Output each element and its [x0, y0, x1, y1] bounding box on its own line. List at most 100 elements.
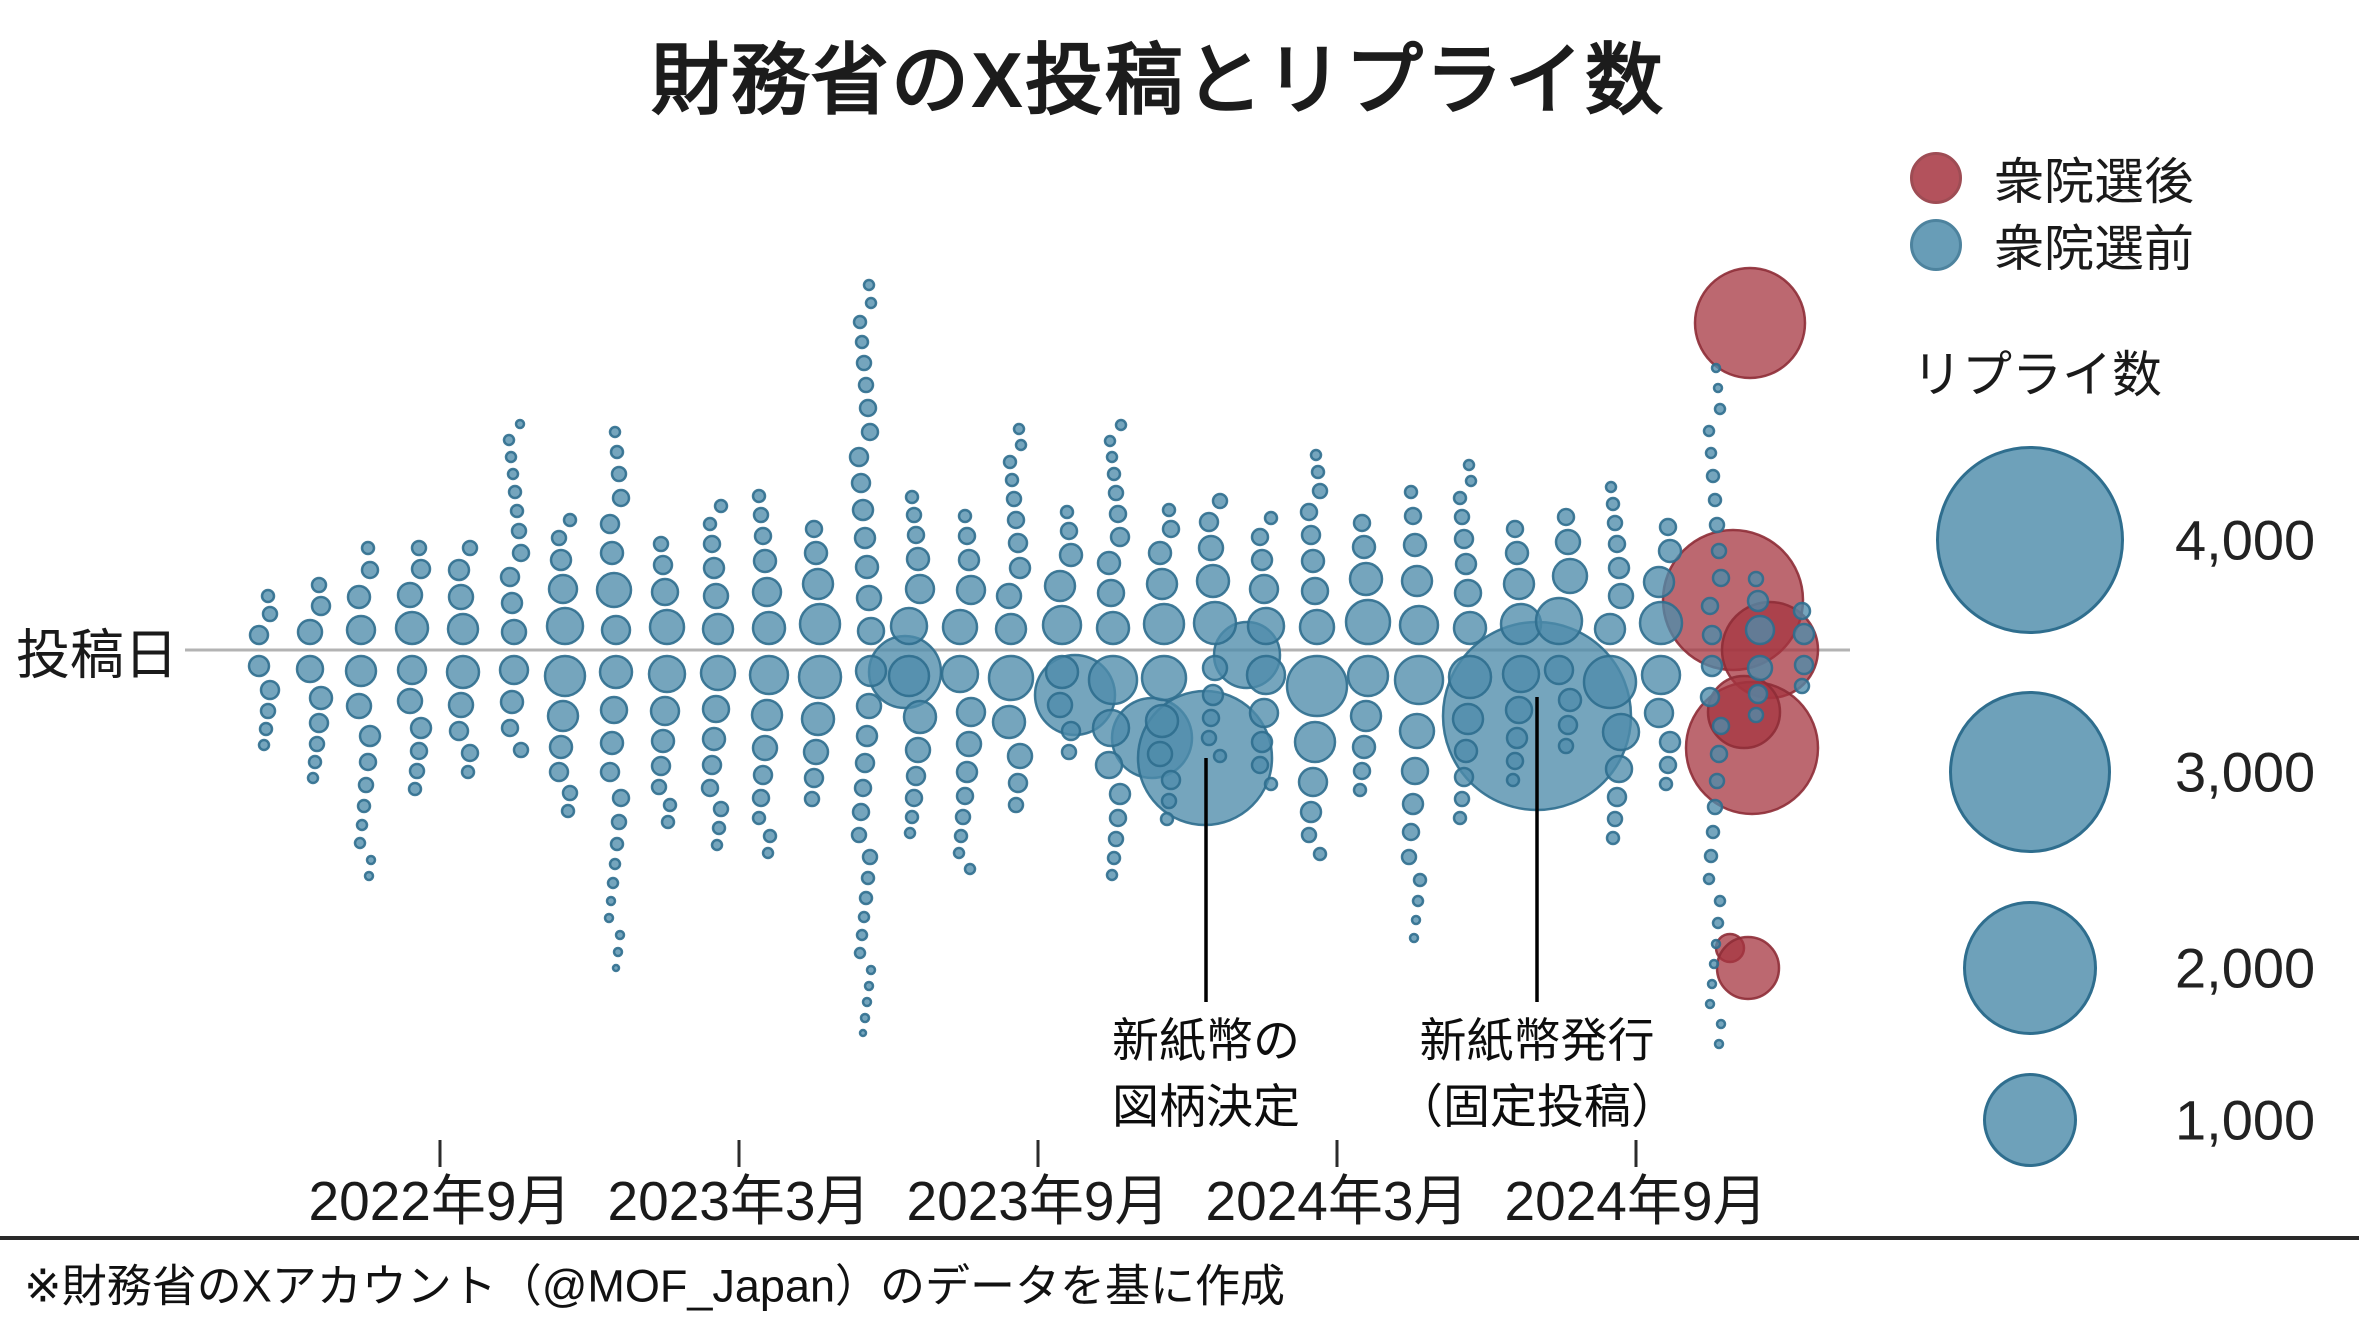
pre-election-bubble	[1105, 450, 1119, 464]
pre-election-bubble	[1400, 564, 1434, 598]
pre-election-bubble	[857, 910, 871, 924]
pre-election-bubble	[358, 724, 382, 748]
pre-election-bubble	[711, 820, 727, 836]
pre-election-bubble	[963, 862, 977, 876]
pre-election-bubble	[1412, 872, 1428, 888]
pre-election-bubble	[500, 591, 524, 615]
pre-election-bubble	[611, 488, 631, 508]
pre-election-bubble	[701, 612, 735, 646]
pre-election-bubble	[1107, 830, 1125, 848]
pre-election-bubble	[904, 489, 920, 505]
pre-election-bubble	[1606, 810, 1624, 828]
pre-election-bubble	[1146, 740, 1174, 768]
pre-election-bubble	[1710, 938, 1722, 950]
pre-election-bubble	[1351, 734, 1377, 760]
pre-election-bubble	[1504, 695, 1534, 725]
pre-election-bubble	[1114, 418, 1128, 432]
pre-election-bubble	[1105, 868, 1119, 882]
pre-election-bubble	[848, 446, 870, 468]
x-tick-label: 2024年9月	[1504, 1170, 1768, 1232]
pre-election-bubble	[1601, 712, 1641, 752]
pre-election-bubble	[1351, 534, 1377, 560]
pre-election-bubble	[1747, 683, 1769, 705]
pre-election-bubble	[358, 752, 378, 772]
pre-election-bubble	[345, 692, 373, 720]
pre-election-bubble	[1408, 932, 1420, 944]
pre-election-bubble	[612, 946, 624, 958]
pre-election-bubble	[889, 606, 929, 646]
pre-election-bubble	[905, 546, 931, 572]
pre-election-bubble	[511, 543, 531, 563]
annotation-label-2: 新紙幣発行 （固定投稿）	[1396, 1008, 1678, 1140]
pre-election-bubble	[862, 278, 876, 292]
pre-election-bubble	[1451, 702, 1485, 736]
pre-election-bubble	[307, 754, 323, 770]
pre-election-bubble	[902, 699, 938, 735]
x-tick-label: 2023年3月	[607, 1170, 871, 1232]
size-legend-value-3000: 3,000	[2175, 740, 2316, 804]
pre-election-bubble	[861, 848, 879, 866]
annotation-label-line: （固定投稿）	[1396, 1079, 1678, 1133]
size-legend-value-4000: 4,000	[2175, 508, 2316, 572]
pre-election-bubble	[803, 790, 821, 808]
pre-election-bubble	[1348, 561, 1384, 597]
pre-election-bubble	[1159, 811, 1175, 827]
pre-election-bubble	[751, 576, 783, 608]
pre-election-bubble	[864, 296, 878, 310]
pre-election-bubble	[650, 755, 672, 777]
pre-election-bubble	[854, 752, 876, 774]
pre-election-bubble	[1551, 557, 1589, 595]
pre-election-bubble	[955, 786, 975, 806]
pre-election-bubble	[751, 488, 767, 504]
size-legend-circle-1000	[1983, 1073, 2077, 1167]
pre-election-bubble	[1453, 738, 1479, 764]
pre-election-bubble	[611, 963, 621, 973]
pre-election-bubble	[1160, 769, 1182, 791]
pre-election-bubble	[1700, 596, 1720, 616]
pre-election-bubble	[1006, 510, 1026, 530]
pre-election-bubble	[904, 809, 920, 825]
pre-election-bubble	[955, 574, 987, 606]
pre-election-bubble	[1501, 654, 1541, 694]
pre-election-bubble	[859, 1012, 871, 1024]
pre-election-bubble	[360, 540, 376, 556]
post-election-bubble	[1706, 674, 1782, 750]
pre-election-bubble	[599, 540, 625, 566]
pre-election-bubble	[855, 354, 873, 372]
pre-election-bubble	[1352, 761, 1372, 781]
pre-election-bubble	[860, 422, 880, 442]
pre-election-bubble	[409, 716, 433, 740]
pre-election-bubble	[804, 519, 824, 539]
pre-election-bubble	[863, 980, 875, 992]
pre-election-bubble	[1706, 798, 1724, 816]
pre-election-bubble	[1140, 654, 1188, 702]
pre-election-bubble	[259, 702, 277, 720]
pre-election-bubble	[409, 741, 429, 761]
pre-election-bubble	[396, 654, 428, 686]
pre-election-bubble	[1311, 482, 1329, 500]
pre-election-bubble	[851, 802, 871, 822]
pre-election-bubble	[751, 734, 779, 762]
x-tick-label: 2023年9月	[906, 1170, 1170, 1232]
pre-election-bubble	[1582, 654, 1638, 710]
pre-election-bubble	[858, 1028, 868, 1038]
pre-election-bubble	[614, 929, 626, 941]
pre-election-bubble	[1556, 507, 1576, 527]
pre-election-bubble	[1607, 534, 1627, 554]
pre-election-bubble	[1144, 703, 1180, 739]
pre-election-bubble	[660, 814, 676, 830]
pre-election-bubble	[1702, 424, 1716, 438]
pre-election-bubble	[1708, 516, 1726, 534]
pre-election-bubble	[762, 828, 778, 844]
pre-election-bubble	[855, 584, 883, 612]
pre-election-bubble	[860, 870, 876, 886]
pre-election-bubble	[1709, 744, 1729, 764]
pre-election-bubble	[1058, 542, 1084, 568]
pre-election-bubble	[410, 558, 432, 580]
pre-election-bubble	[1108, 782, 1132, 806]
pre-election-bubble	[995, 582, 1023, 610]
pre-election-bubble	[1606, 786, 1628, 808]
pre-election-bubble	[1108, 808, 1128, 828]
pre-election-bubble	[1453, 790, 1471, 808]
pre-election-bubble	[1293, 720, 1337, 764]
